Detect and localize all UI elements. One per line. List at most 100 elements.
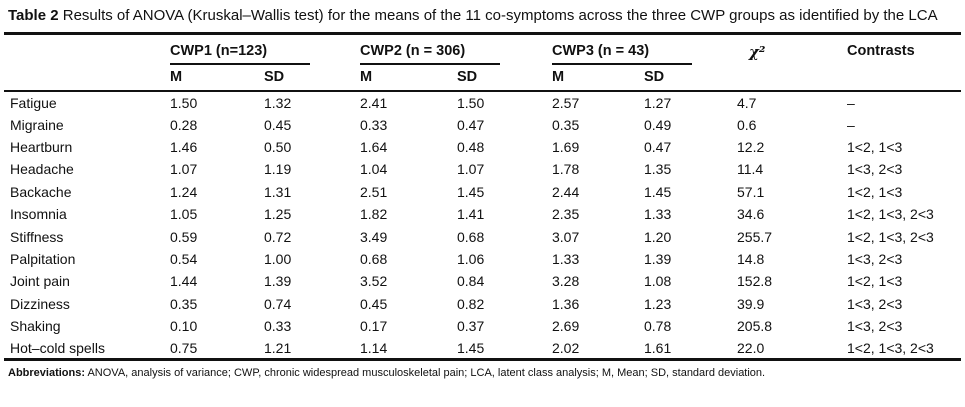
cwp3-sd-cell: 1.33: [644, 206, 672, 223]
cwp3-sd-cell: 1.61: [644, 339, 672, 356]
cwp2-sd-cell: 1.06: [457, 250, 485, 267]
symptom-label: Migraine: [10, 116, 64, 133]
cwp1-sd-cell: 0.74: [264, 295, 292, 312]
empty-chi-subheader: [737, 65, 847, 92]
chi-square-value-cell: 4.7: [737, 94, 757, 111]
cwp3-mean-cell: 2.69: [552, 318, 580, 335]
contrasts-header: Contrasts: [847, 43, 915, 59]
table-header: CWP1 (n=123) CWP2 (n = 306) CWP3 (n = 43…: [4, 34, 961, 92]
symptom-label: Dizziness: [10, 295, 70, 312]
empty-corner-cell: [4, 34, 170, 66]
cwp3-sd-header: SD: [644, 65, 737, 92]
abbreviations-label: Abbreviations:: [8, 367, 86, 380]
cwp3-mean-cell: 0.35: [552, 116, 580, 133]
symptom-label: Backache: [10, 183, 72, 200]
cwp3-sd-cell: 1.45: [644, 183, 672, 200]
table-row: Stiffness 0.59 0.72 3.49 0.68 3.07 1.20 255.7 1<…: [4, 225, 961, 247]
cwp2-mean-cell: 1.14: [360, 339, 388, 356]
abbreviations-text: ANOVA, analysis of variance; CWP, chroni…: [87, 367, 766, 380]
contrast-cell: 1<2, 1<3, 2<3: [847, 228, 934, 245]
cwp3-mean-cell: 1.78: [552, 161, 580, 178]
symptom-label: Joint pain: [10, 273, 70, 290]
cwp1-mean-cell: 0.59: [170, 228, 198, 245]
cwp3-m-header: M: [552, 65, 644, 92]
table-row: Backache 1.24 1.31 2.51 1.45 2.44 1.45 57.1 1<2,…: [4, 181, 961, 203]
cwp3-mean-cell: 1.36: [552, 295, 580, 312]
cwp2-sd-cell: 0.82: [457, 295, 485, 312]
group-header-row: CWP1 (n=123) CWP2 (n = 306) CWP3 (n = 43…: [4, 34, 961, 66]
cwp2-sd-cell: 0.37: [457, 318, 485, 335]
cwp1-sd-cell: 1.25: [264, 206, 292, 223]
cwp3-sd-cell: 1.23: [644, 295, 672, 312]
cwp2-sd-cell: 1.45: [457, 183, 485, 200]
symptom-label: Insomnia: [10, 206, 67, 223]
empty-contrasts-subheader: [847, 65, 961, 92]
cwp1-mean-cell: 0.10: [170, 318, 198, 335]
table-caption-text: Results of ANOVA (Kruskal–Wallis test) f…: [62, 7, 938, 24]
table-row: Dizziness 0.35 0.74 0.45 0.82 1.36 1.23 39.9 1<3…: [4, 293, 961, 315]
cwp3-sd-cell: 0.47: [644, 138, 672, 155]
cwp2-m-header: M: [360, 65, 457, 92]
cwp2-mean-cell: 0.33: [360, 116, 388, 133]
group-header-cwp3-label: CWP3 (n = 43): [552, 43, 692, 65]
group-header-cwp2-label: CWP2 (n = 306): [360, 43, 500, 65]
chi-square-value-cell: 14.8: [737, 250, 765, 267]
table-row: Insomnia 1.05 1.25 1.82 1.41 2.35 1.33 34.6 1<2,…: [4, 203, 961, 225]
cwp3-sd-cell: 1.39: [644, 250, 672, 267]
cwp2-mean-cell: 3.52: [360, 273, 388, 290]
symptom-label: Hot–cold spells: [10, 339, 105, 356]
cwp3-mean-cell: 2.44: [552, 183, 580, 200]
table-caption: Table 2 Results of ANOVA (Kruskal–Wallis…: [4, 4, 961, 32]
cwp2-mean-cell: 0.17: [360, 318, 388, 335]
cwp2-sd-cell: 1.07: [457, 161, 485, 178]
chi-square-value-cell: 255.7: [737, 228, 773, 245]
cwp1-sd-cell: 0.33: [264, 318, 292, 335]
cwp2-sd-header: SD: [457, 65, 552, 92]
cwp2-mean-cell: 0.45: [360, 295, 388, 312]
table-row: Migraine 0.28 0.45 0.33 0.47 0.35 0.49 0.6 –: [4, 113, 961, 135]
cwp1-mean-cell: 1.46: [170, 138, 198, 155]
table-row: Shaking 0.10 0.33 0.17 0.37 2.69 0.78 205.8 1<3,…: [4, 315, 961, 337]
group-header-cwp1-label: CWP1 (n=123): [170, 43, 310, 65]
table-caption-label: Table 2: [8, 7, 59, 24]
table-row: Fatigue 1.50 1.32 2.41 1.50 2.57 1.27 4.7 –: [4, 91, 961, 113]
cwp2-sd-cell: 0.68: [457, 228, 485, 245]
symptom-label: Fatigue: [10, 94, 57, 111]
cwp1-mean-cell: 0.75: [170, 339, 198, 356]
cwp2-sd-cell: 0.84: [457, 273, 485, 290]
group-header-cwp3: CWP3 (n = 43): [552, 34, 737, 65]
cwp1-sd-cell: 0.72: [264, 228, 292, 245]
cwp1-mean-cell: 0.54: [170, 250, 198, 267]
cwp1-mean-cell: 1.05: [170, 206, 198, 223]
table-row: Heartburn 1.46 0.50 1.64 0.48 1.69 0.47 12.2 1<2…: [4, 136, 961, 158]
cwp3-sd-cell: 0.78: [644, 318, 672, 335]
cwp2-mean-cell: 2.41: [360, 94, 388, 111]
table-row: Joint pain 1.44 1.39 3.52 0.84 3.28 1.08 152.8 1…: [4, 270, 961, 292]
subheader-row: M SD M SD M SD: [4, 65, 961, 92]
contrast-cell: 1<3, 2<3: [847, 295, 903, 312]
cwp1-sd-cell: 1.00: [264, 250, 292, 267]
symptom-label: Shaking: [10, 318, 61, 335]
cwp3-mean-cell: 2.35: [552, 206, 580, 223]
table-body: Fatigue 1.50 1.32 2.41 1.50 2.57 1.27 4.7– Migra…: [4, 91, 961, 360]
cwp3-sd-cell: 1.08: [644, 273, 672, 290]
cwp3-sd-cell: 1.35: [644, 161, 672, 178]
symptom-label: Heartburn: [10, 138, 73, 155]
cwp1-m-header: M: [170, 65, 264, 92]
symptom-label: Stiffness: [10, 228, 64, 245]
cwp3-sd-cell: 0.49: [644, 116, 672, 133]
cwp1-sd-cell: 1.31: [264, 183, 292, 200]
cwp1-mean-cell: 1.50: [170, 94, 198, 111]
contrast-cell: 1<3, 2<3: [847, 318, 903, 335]
cwp3-mean-cell: 1.33: [552, 250, 580, 267]
cwp2-mean-cell: 1.04: [360, 161, 388, 178]
chi-square-value-cell: 57.1: [737, 183, 765, 200]
cwp1-sd-cell: 0.45: [264, 116, 292, 133]
cwp1-sd-header: SD: [264, 65, 360, 92]
cwp1-mean-cell: 1.44: [170, 273, 198, 290]
chi-square-value-cell: 0.6: [737, 116, 757, 133]
cwp1-sd-cell: 1.39: [264, 273, 292, 290]
abbreviations-footnote: Abbreviations: ANOVA, analysis of varian…: [4, 361, 961, 380]
cwp1-sd-cell: 0.50: [264, 138, 292, 155]
